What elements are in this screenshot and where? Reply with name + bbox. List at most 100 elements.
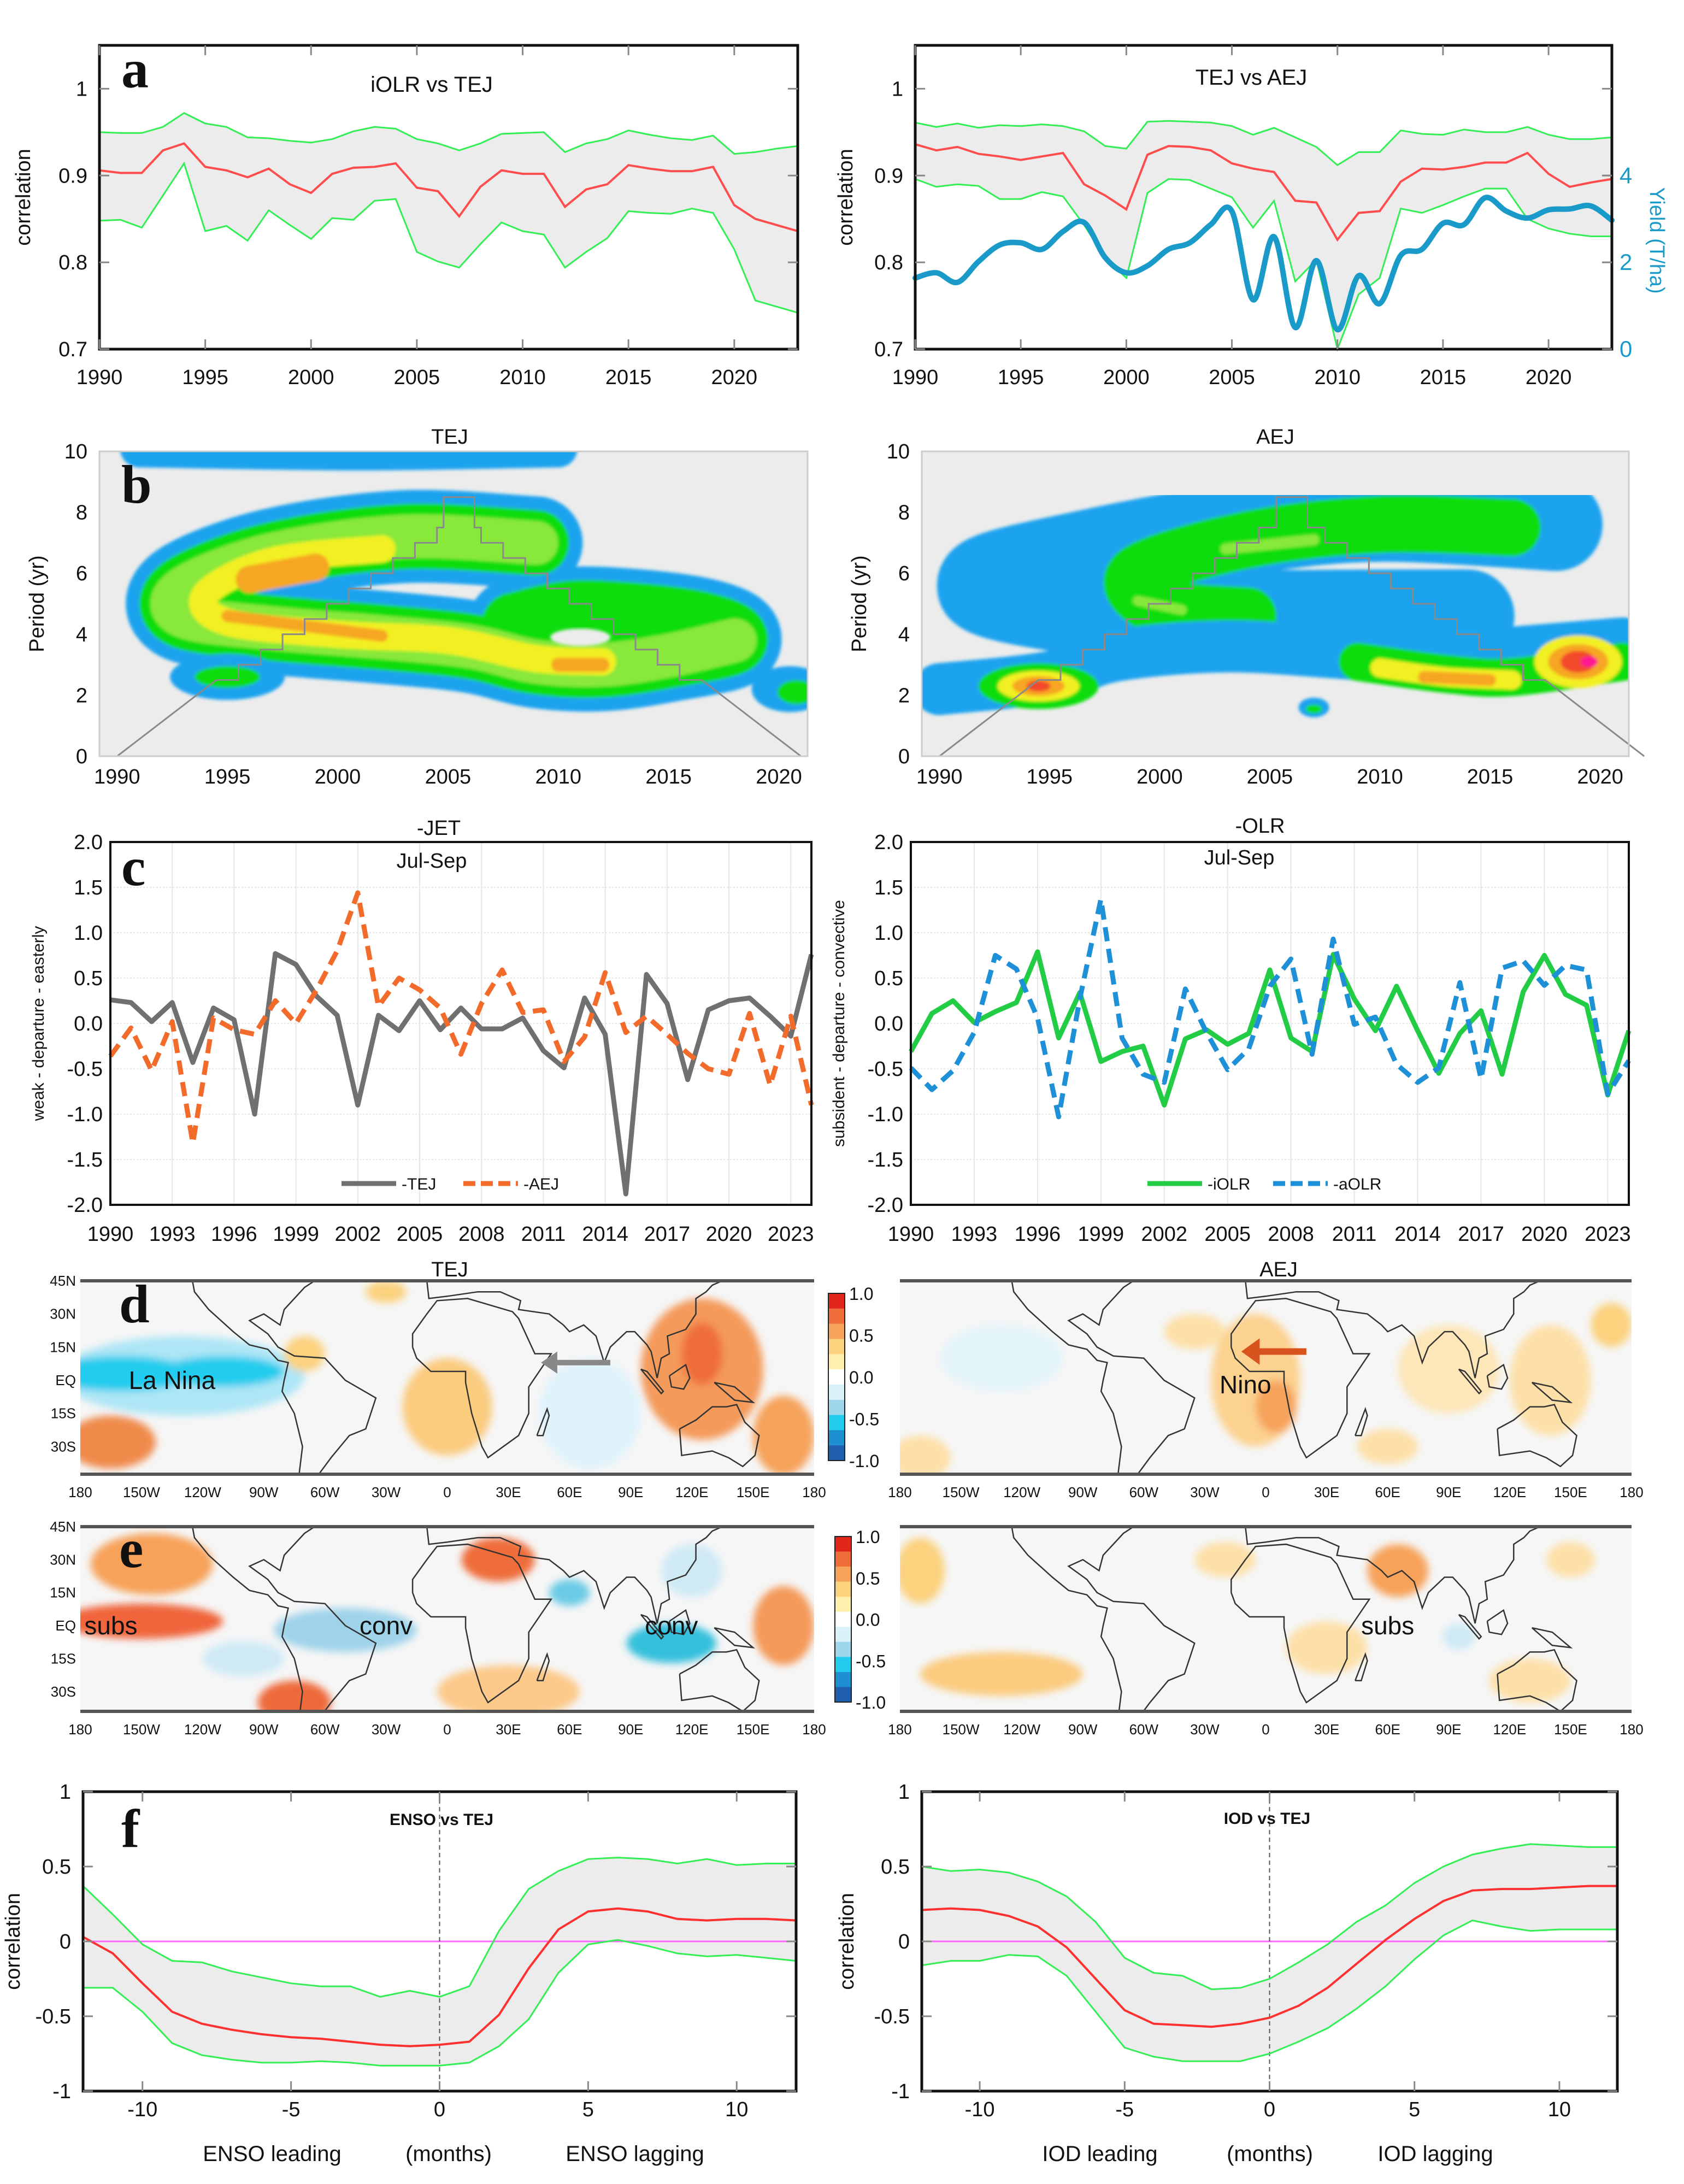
y-axis-label: Period (yr) xyxy=(26,555,49,652)
coastline xyxy=(426,1281,723,1379)
anomaly-field xyxy=(900,1303,1632,1474)
x-tick-label: 0 xyxy=(1264,2098,1275,2121)
colorbar-swatch xyxy=(828,1323,845,1339)
x-tick-label: 2002 xyxy=(335,1223,381,1246)
longitude-label: 90W xyxy=(1068,1484,1098,1500)
longitude-label: 180 xyxy=(802,1721,826,1738)
latitude-label: 30N xyxy=(50,1551,76,1568)
y-tick-label: 0.0 xyxy=(874,1012,903,1035)
x-tick-label: 2020 xyxy=(1526,366,1572,389)
longitude-label: 60E xyxy=(1375,1721,1400,1738)
anomaly-region xyxy=(90,1533,213,1595)
map-d_right: 180 150W 120W 90W 60W 30W 0 30E 60E 90E 120E 150E 18… xyxy=(888,1279,1644,1500)
contour-level-5 xyxy=(1026,680,1051,692)
y-tick-label: 4 xyxy=(76,623,87,646)
series-mean-line xyxy=(915,143,1612,242)
coastline xyxy=(668,1363,691,1390)
power-contours xyxy=(120,451,808,713)
colorbar-tick-label: -1.0 xyxy=(849,1451,879,1471)
chart-subtitle: Jul-Sep xyxy=(397,850,467,873)
x-tick-label: 2015 xyxy=(605,366,652,389)
colorbar-swatch xyxy=(828,1354,845,1370)
y-tick-label: 0 xyxy=(76,745,87,768)
map-annotation: conv xyxy=(645,1611,698,1640)
anomaly-region xyxy=(1194,1542,1256,1577)
colorbar-tick-label: 1.0 xyxy=(849,1284,873,1304)
longitude-label: 150W xyxy=(943,1484,980,1500)
y-tick-label: -1 xyxy=(52,2080,71,2103)
panel-label-a: a xyxy=(121,39,149,99)
longitude-label: 120W xyxy=(1003,1484,1040,1500)
anomaly-region xyxy=(549,1579,590,1606)
coastline xyxy=(1011,1527,1196,1711)
colorbar-swatch xyxy=(835,1597,851,1612)
coastline xyxy=(1486,1609,1509,1635)
colorbar-tick-label: 1.0 xyxy=(856,1527,880,1547)
colorbar-swatch xyxy=(835,1567,851,1582)
y-axis-label: weak - departure - easterly xyxy=(30,926,48,1122)
y-tick-label: 1 xyxy=(76,78,87,101)
arrow-head-icon xyxy=(541,1351,557,1374)
coastline xyxy=(1497,1404,1577,1468)
x-tick-label: 1996 xyxy=(1015,1223,1061,1246)
y-tick-label: -0.5 xyxy=(874,2005,910,2028)
coastline xyxy=(1355,1652,1368,1681)
chart-a_left: 1990 1995 2000 2005 2010 2015 2020 0.7 0.8 0.9 1 xyxy=(58,44,799,389)
anomaly-region xyxy=(940,1324,1063,1392)
longitude-label: 180 xyxy=(888,1721,911,1738)
chart-f_left: -10 -5 0 5 10 -1 -0.5 0 0.5 1 xyxy=(36,1781,798,2121)
coastline xyxy=(411,1543,553,1704)
y-tick-label: 0.0 xyxy=(74,1012,103,1035)
coastline xyxy=(640,1614,664,1640)
y-tick-label: 1.5 xyxy=(874,876,903,899)
y-tick-label: 1 xyxy=(892,78,903,101)
colorbar-tick-label: 0.0 xyxy=(856,1610,880,1630)
latitude-label: 45N xyxy=(50,1273,76,1289)
longitude-label: 90E xyxy=(618,1721,643,1738)
chart-a_right: 0 2 4 1990 1995 2000 2005 2010 2015 2020 0.7 0.8 0.9… xyxy=(874,44,1632,389)
coastline xyxy=(411,1298,553,1459)
coastline xyxy=(1230,1543,1371,1704)
y-tick-label: -1.0 xyxy=(67,1103,103,1126)
coastline xyxy=(1355,1406,1368,1437)
map-title: AEJ xyxy=(1259,1258,1298,1281)
y-tick-label: 10 xyxy=(64,440,87,463)
chart-b_right: 1990 1995 2000 2005 2010 2015 2020 0 2 4 6 8 10 xyxy=(887,440,1645,788)
anomaly-field xyxy=(900,1538,1595,1703)
x-tick-label: 1990 xyxy=(94,766,140,788)
map-e_right: 180 150W 120W 90W 60W 30W 0 30E 60E 90E 120E 150E 18… xyxy=(888,1525,1644,1738)
coastline xyxy=(1531,1381,1573,1404)
x-tick-label: 1995 xyxy=(182,366,228,389)
anomaly-region xyxy=(1591,1303,1632,1347)
chart-c_right: 1990 1993 1996 1999 2002 2005 2008 2011 2014 2017… xyxy=(868,831,1632,1246)
y-tick-label: 0 xyxy=(898,1930,910,1953)
x-tick-label: 2005 xyxy=(1209,366,1255,389)
plot-frame xyxy=(914,44,1614,351)
plot-frame xyxy=(98,44,799,351)
x-axis-label-lagging: ENSO lagging xyxy=(566,2142,704,2166)
x-tick-label: 1995 xyxy=(998,366,1044,389)
colorbar-swatch xyxy=(835,1627,851,1643)
colorbar-tick-label: 0.5 xyxy=(856,1569,880,1588)
longitude-label: 60W xyxy=(1129,1484,1159,1500)
panel-label-f: f xyxy=(121,1798,140,1859)
y-tick-label: 8 xyxy=(76,502,87,525)
x-axis-label-months: (months) xyxy=(405,2142,492,2166)
chart-subtitle: Jul-Sep xyxy=(1204,846,1275,869)
longitude-label: 60E xyxy=(1375,1484,1400,1500)
coastline xyxy=(1458,1368,1482,1395)
longitude-label: 150E xyxy=(737,1484,770,1500)
longitude-label: 30W xyxy=(1190,1721,1220,1738)
confidence-band xyxy=(915,121,1612,349)
chart-c_left: 1990 1993 1996 1999 2002 2005 2008 2011 2014 2017… xyxy=(67,831,814,1246)
y-tick-label: 0.9 xyxy=(874,164,903,187)
x-tick-label: 1995 xyxy=(204,766,251,788)
x-axis-label-leading: ENSO leading xyxy=(203,2142,341,2166)
y-tick-label: 0.5 xyxy=(74,967,103,990)
longitude-label: 120E xyxy=(675,1484,709,1500)
coastline xyxy=(536,1652,550,1681)
y-tick-label: 0.8 xyxy=(58,251,87,274)
colorbar-swatch xyxy=(835,1671,851,1687)
series-lower-line xyxy=(921,1920,1617,2062)
